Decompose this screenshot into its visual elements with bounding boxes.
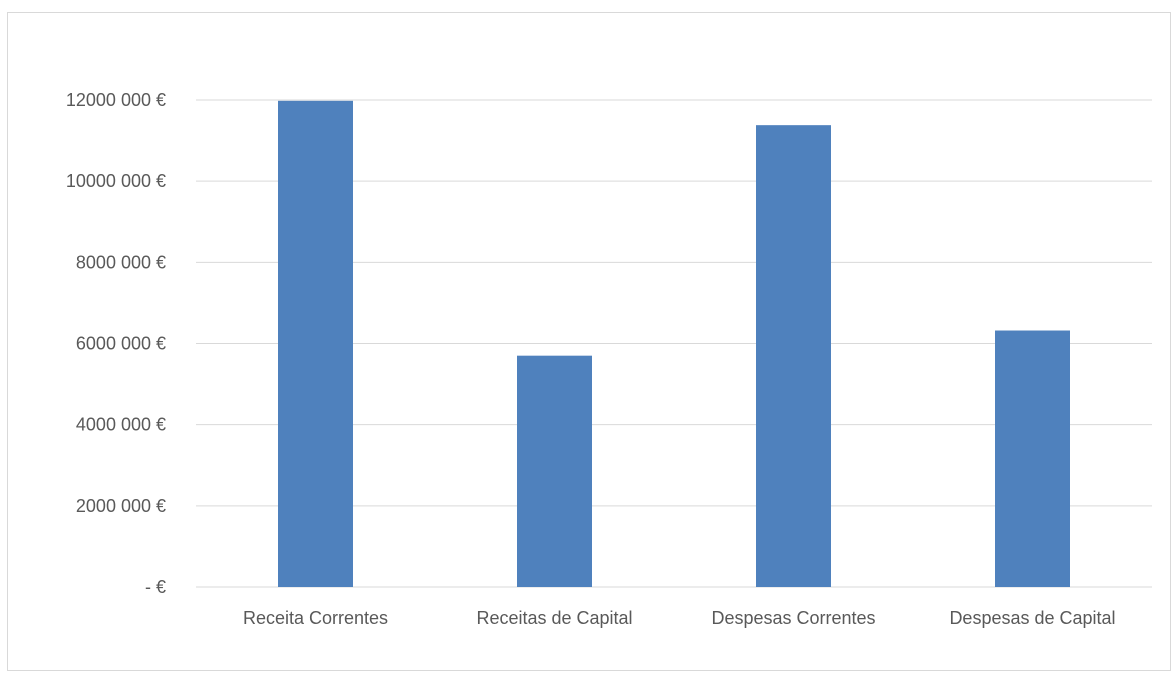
y-tick-label: 6000 000 €: [76, 334, 166, 354]
bar: [756, 125, 831, 587]
y-tick-label: 2000 000 €: [76, 496, 166, 516]
x-category-label: Receitas de Capital: [476, 608, 632, 628]
y-axis-labels: - € 2000 000 € 4000 000 € 6000 000 € 8000 00…: [66, 90, 166, 597]
x-category-label: Despesas Correntes: [711, 608, 875, 628]
y-tick-label: - €: [145, 577, 166, 597]
y-tick-label: 8000 000 €: [76, 252, 166, 272]
bar: [517, 355, 592, 587]
y-tick-label: 12000 000 €: [66, 90, 166, 110]
bar: [278, 100, 353, 587]
bars: [278, 100, 1070, 587]
x-category-label: Receita Correntes: [243, 608, 388, 628]
y-tick-label: 4000 000 €: [76, 415, 166, 435]
gridlines: [196, 99, 1152, 588]
x-axis-labels: Receita Correntes Receitas de Capital Desp…: [243, 608, 1116, 628]
x-category-label: Despesas de Capital: [949, 608, 1115, 628]
bar: [995, 330, 1070, 587]
y-tick-label: 10000 000 €: [66, 171, 166, 191]
